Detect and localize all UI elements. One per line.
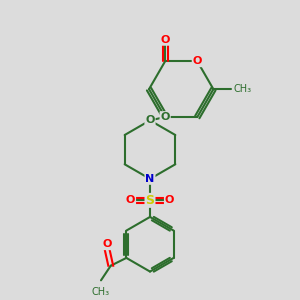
Text: S: S xyxy=(146,194,154,207)
Text: O: O xyxy=(165,195,174,206)
Text: CH₃: CH₃ xyxy=(92,287,110,297)
Text: O: O xyxy=(102,239,112,249)
Text: O: O xyxy=(160,35,170,45)
Text: O: O xyxy=(160,112,170,122)
Text: CH₃: CH₃ xyxy=(234,84,252,94)
Text: O: O xyxy=(145,116,155,125)
Text: O: O xyxy=(193,56,202,66)
Text: O: O xyxy=(126,195,135,206)
Text: N: N xyxy=(146,174,154,184)
